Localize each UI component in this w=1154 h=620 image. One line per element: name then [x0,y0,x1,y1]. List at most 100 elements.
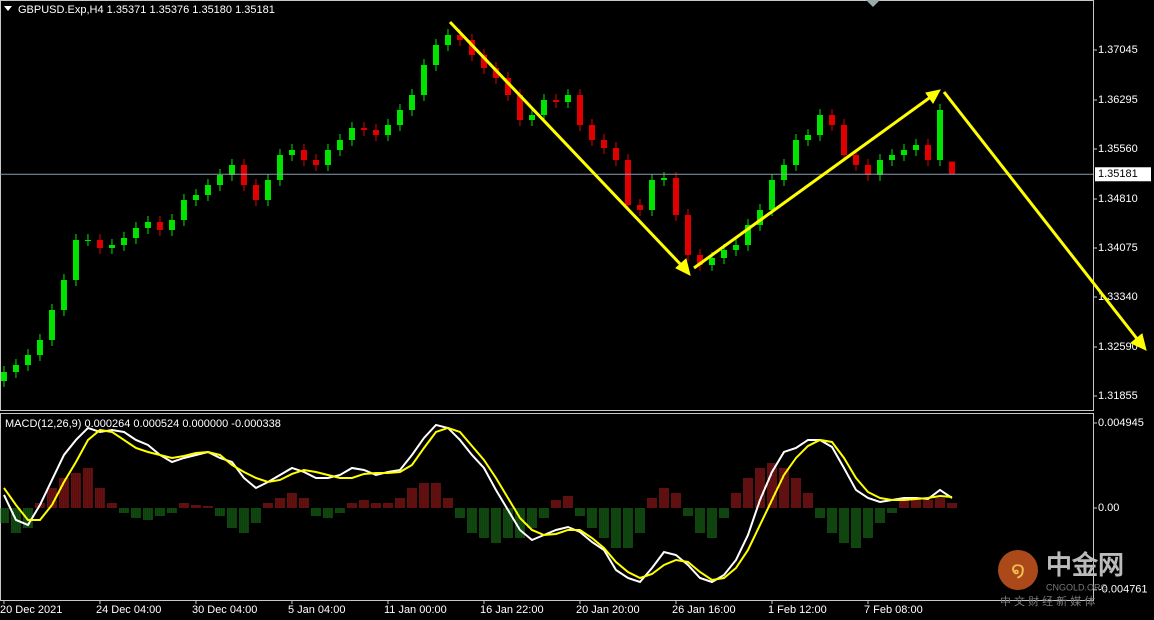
y-tick-label: 0.00 [1098,502,1119,514]
trend-line [693,94,933,270]
candle-body [420,65,427,95]
candle-body [948,161,955,175]
candle-body [888,155,895,160]
y-tick-label: 1.34810 [1098,193,1138,205]
candle-body [696,255,703,265]
candle-body [168,220,175,230]
candle-body [24,355,31,365]
arrow-head [1130,333,1147,351]
candle-body [252,185,259,200]
candle-body [504,78,511,95]
macd-title: MACD(12,26,9) 0.000264 0.000524 0.000000… [5,418,281,430]
x-tick-label: 20 Jan 20:00 [576,604,640,616]
candle-body [432,45,439,65]
candle-body [636,205,643,210]
x-tick-label: 5 Jan 04:00 [288,604,346,616]
candle-body [60,280,67,310]
candle-body [372,130,379,135]
candle-body [792,140,799,165]
watermark-logo [998,550,1038,590]
candle-body [708,258,715,265]
candle-body [828,115,835,125]
candle-body [240,165,247,185]
candle-body [492,68,499,78]
chart-title: GBPUSD.Exp,H4 1.35371 1.35376 1.35180 1.… [18,4,275,16]
x-tick-label: 20 Dec 2021 [0,604,62,616]
candle-body [180,200,187,220]
candle-body [84,240,91,241]
candle-body [480,55,487,68]
macd-panel [0,413,1094,601]
candle-body [564,95,571,102]
arrow-head [925,89,941,104]
candle-body [108,245,115,248]
candle-body [396,110,403,125]
menu-triangle[interactable] [4,6,12,11]
price-panel [0,0,1094,411]
candle-body [744,225,751,245]
candle-body [720,250,727,258]
y-tick-label: 1.36295 [1098,94,1138,106]
candle-body [48,310,55,340]
candle-body [756,210,763,225]
watermark-logo-mark: ໑ [1011,557,1025,582]
candle-body [780,165,787,180]
macd-line [3,426,953,582]
candle-body [216,175,223,185]
y-tick-label: 1.31855 [1098,390,1138,402]
candle-body [360,128,367,130]
y-tick-label: 1.35560 [1098,143,1138,155]
candle-body [576,95,583,125]
candle-body [624,160,631,205]
candle-body [924,145,931,160]
plot-area: 1.370451.362951.355601.348101.340751.333… [0,29,1151,616]
price-label-box [1095,167,1151,182]
candle-body [840,125,847,155]
candle-body [96,240,103,248]
x-tick-label: 1 Feb 12:00 [768,604,827,616]
x-tick-label: 7 Feb 08:00 [864,604,923,616]
candle-body [660,178,667,180]
candle-body [324,150,331,165]
candle-body [816,115,823,135]
watermark: ໑ 中金网 CNGOLD.ORG 中 文 财 经 新 媒 体 [998,550,1124,608]
candle-body [900,150,907,155]
trend-line [942,91,1140,341]
candle-body [288,150,295,155]
candle-body [264,180,271,200]
y-tick-label: 1.32590 [1098,341,1138,353]
watermark-site: CNGOLD.ORG [1046,582,1108,592]
candle-body [348,128,355,140]
y-tick-label: 1.34075 [1098,242,1138,254]
y-tick-label: 0.004945 [1098,417,1144,429]
candle-body [552,100,559,102]
x-tick-label: 16 Jan 22:00 [480,604,544,616]
candle-body [444,35,451,45]
candle-body [588,125,595,140]
shift-marker [866,0,880,7]
candle-body [156,222,163,230]
candle-body [876,160,883,175]
candle-body [192,195,199,200]
trend-arrows [448,20,1147,351]
candle-body [204,185,211,195]
candle-body [384,125,391,135]
candle-body [684,215,691,255]
candle-body [300,150,307,160]
trend-line [448,20,686,270]
candle-body [852,155,859,165]
arrow-head [675,258,691,276]
candle-body [912,145,919,150]
candle-body [12,365,19,372]
candle-body [72,240,79,280]
candle-body [468,40,475,55]
candle-body [516,95,523,120]
candle-body [528,115,535,120]
candle-body [936,110,943,160]
candle-body [228,165,235,175]
candle-body [144,222,151,228]
candle-body [648,180,655,210]
candle-body [612,148,619,160]
